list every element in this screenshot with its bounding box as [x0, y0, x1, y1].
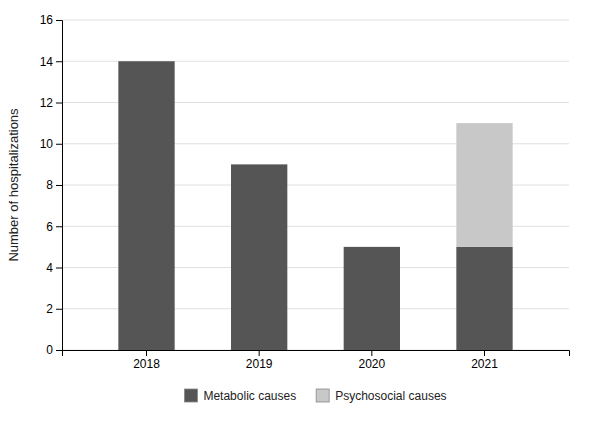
tick: 4: [46, 261, 62, 275]
bar: [456, 123, 512, 247]
tick-label: 2: [46, 302, 53, 316]
legend-item: Metabolic causes: [184, 389, 296, 403]
y-axis: 0 2 4 6 8 10 12 14 16: [40, 13, 63, 357]
plot: 2018 2019 2020 2021 0 2 4 6 8 10 12 14 16 Number of h…: [6, 13, 570, 370]
x-axis: 2018 2019 2020 2021: [63, 350, 570, 371]
legend-label: Psychosocial causes: [335, 389, 446, 403]
tick-mark: [371, 350, 372, 356]
legend-swatch: [316, 389, 329, 402]
tick: 6: [46, 220, 62, 234]
tick: 14: [40, 55, 62, 69]
tick-mark: [56, 185, 62, 186]
tick-mark: [259, 350, 260, 356]
chart: 2018 2019 2020 2021 0 2 4 6 8 10 12 14 16 Number of h…: [0, 0, 589, 428]
tick: 10: [40, 137, 62, 151]
tick: 16: [40, 13, 62, 27]
tick: 2018: [133, 350, 160, 371]
legend-label: Metabolic causes: [203, 389, 296, 403]
tick-label: 14: [40, 55, 54, 69]
tick: 2020: [358, 350, 385, 371]
tick-mark: [146, 350, 147, 356]
tick: 2: [46, 302, 62, 316]
legend: Metabolic causes Psychosocial causes: [184, 389, 446, 403]
tick: 12: [40, 96, 62, 110]
tick: 0: [46, 343, 62, 357]
bar-series: [118, 61, 512, 350]
tick-label: 2021: [471, 357, 498, 371]
bars: [118, 61, 512, 350]
axis-line: [56, 21, 63, 351]
tick-mark: [56, 144, 62, 145]
tick-mark: [56, 226, 62, 227]
tick-mark: [56, 20, 62, 21]
tick: 2021: [471, 350, 498, 371]
grid-line: [62, 20, 569, 21]
tick-label: 4: [46, 261, 53, 275]
tick-mark: [56, 350, 62, 351]
bar: [344, 246, 400, 247]
bar: [344, 247, 400, 350]
y-axis-title: Number of hospitalizations: [6, 108, 21, 262]
tick-label: 2019: [246, 357, 273, 371]
tick-label: 2020: [358, 357, 385, 371]
bar: [231, 164, 287, 165]
tick: 2019: [246, 350, 273, 371]
tick-mark: [56, 268, 62, 269]
tick-label: 6: [46, 220, 53, 234]
tick-mark: [56, 61, 62, 62]
tick: 8: [46, 178, 62, 192]
tick-mark: [56, 309, 62, 310]
bar: [456, 247, 512, 350]
axis-line: [63, 351, 570, 357]
bar: [118, 61, 174, 350]
legend-swatch: [184, 389, 197, 402]
tick-label: 8: [46, 178, 53, 192]
bar-series: [456, 123, 512, 247]
grid: [62, 20, 569, 350]
tick-mark: [56, 103, 62, 104]
tick-label: 0: [46, 343, 53, 357]
tick-label: 16: [40, 13, 54, 27]
tick-mark: [484, 350, 485, 356]
tick-label: 10: [40, 137, 54, 151]
bar: [118, 61, 174, 62]
bar: [231, 164, 287, 350]
tick-label: 12: [40, 96, 54, 110]
legend-item: Psychosocial causes: [316, 389, 446, 403]
tick-label: 2018: [133, 357, 160, 371]
